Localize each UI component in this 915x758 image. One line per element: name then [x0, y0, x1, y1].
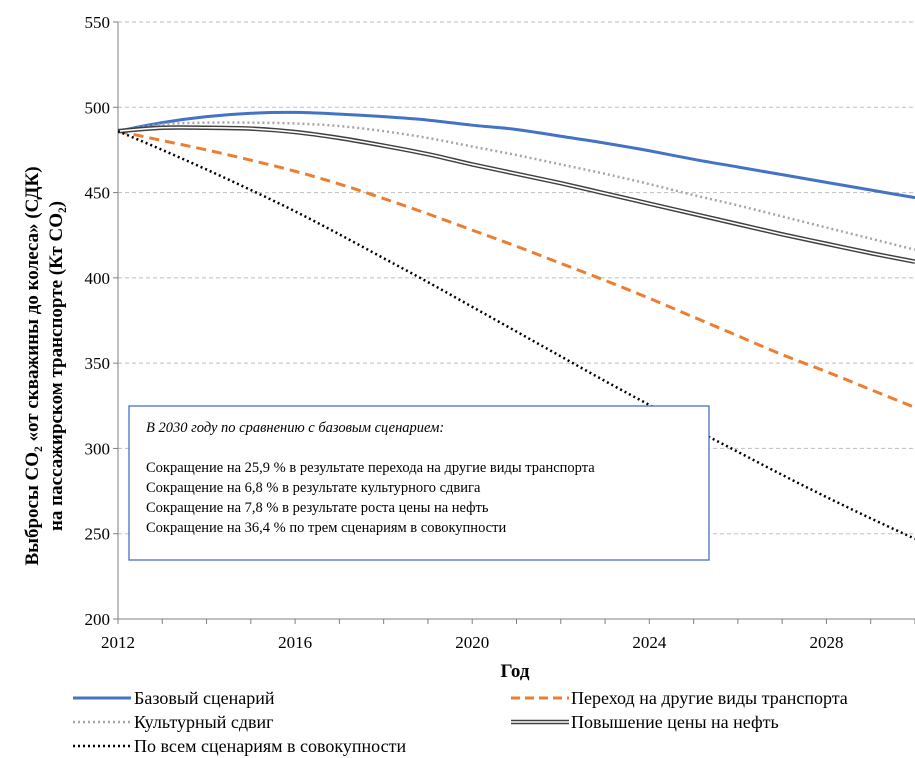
y-tick-label: 200: [85, 610, 111, 629]
annotation-heading: В 2030 году по сравнению с базовым сцена…: [146, 420, 444, 436]
y-tick-label: 400: [85, 269, 111, 288]
annotation-line: Сокращение на 6,8 % в результате культур…: [146, 480, 481, 496]
legend-item-mode-shift: Переход на другие виды транспорта: [511, 688, 848, 708]
x-tick-label: 2020: [455, 633, 489, 652]
legend-label: Повышение цены на нефть: [571, 712, 779, 732]
legend-item-oil-price: Повышение цены на нефть: [511, 712, 779, 732]
y-tick-label: 450: [85, 184, 111, 203]
legend-item-baseline: Базовый сценарий: [73, 688, 275, 708]
x-tick-label: 2028: [809, 633, 843, 652]
series-lines: [118, 110, 915, 540]
annotation-line: Сокращение на 36,4 % по трем сценариям в…: [146, 520, 506, 536]
series-oil-price-inner: [118, 126, 915, 263]
series-all-scenarios: [118, 130, 915, 540]
legend-item-all-scenarios: По всем сценариям в совокупности: [73, 736, 406, 756]
legend-label: Культурный сдвиг: [134, 712, 274, 732]
annotation-line: Сокращение на 25,9 % в результате перехо…: [146, 460, 595, 476]
x-tick-labels: 2012 2016 2020 2024 2028: [101, 633, 843, 652]
legend-label: Базовый сценарий: [134, 688, 275, 708]
annotation-line: Сокращение на 7,8 % в результате роста ц…: [146, 500, 489, 516]
y-tick-labels: 200 250 300 350 400 450 500 550: [85, 13, 111, 629]
y-axis-title-line1: Выбросы CO₂ «от скважины до колеса» (СДК…: [22, 166, 43, 565]
legend-label: Переход на другие виды транспорта: [571, 688, 848, 708]
legend: Базовый сценарий Переход на другие виды …: [73, 688, 848, 756]
y-tick-label: 250: [85, 525, 111, 544]
y-tick-label: 500: [85, 98, 111, 117]
legend-item-cultural-shift: Культурный сдвиг: [73, 712, 274, 732]
series-baseline: [118, 110, 915, 200]
series-oil-price: [118, 125, 915, 264]
series-mode-shift: [118, 129, 915, 409]
x-tick-label: 2024: [632, 633, 667, 652]
y-axis-title-line2: на пассажирском транспорте (Кт CO₂): [46, 201, 67, 531]
y-tick-label: 350: [85, 354, 111, 373]
legend-label: По всем сценариям в совокупности: [134, 736, 406, 756]
y-axis-title: Выбросы CO₂ «от скважины до колеса» (СДК…: [22, 166, 67, 565]
x-tick-label: 2012: [101, 633, 135, 652]
x-tick-label: 2016: [278, 633, 312, 652]
y-tick-label: 550: [85, 13, 111, 32]
series-cultural-shift: [118, 121, 915, 251]
x-axis-title: Год: [501, 661, 530, 682]
annotation-box: В 2030 году по сравнению с базовым сцена…: [128, 405, 710, 561]
axes: [113, 21, 915, 624]
y-tick-label: 300: [85, 439, 111, 458]
